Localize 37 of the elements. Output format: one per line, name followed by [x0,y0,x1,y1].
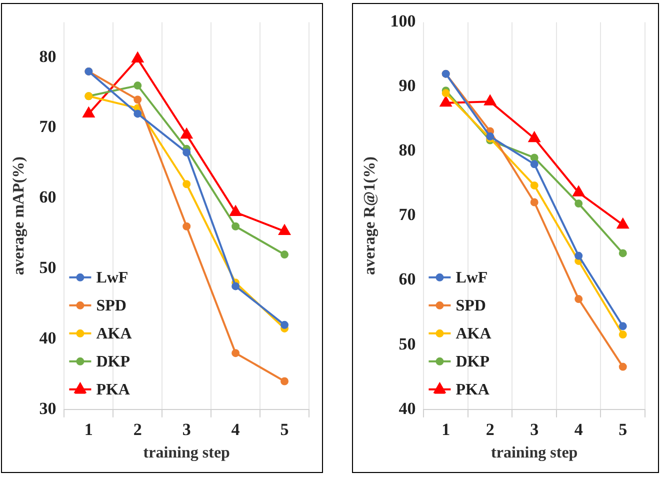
x-tick-label: 4 [574,420,584,439]
y-tick-label: 80 [39,46,56,66]
x-tick-label: 5 [618,420,628,439]
x-tick-label: 1 [84,420,93,439]
x-axis-title: training step [491,444,578,462]
y-tick-label: 30 [39,398,56,418]
y-tick-label: 50 [39,258,56,277]
x-tick-label: 2 [486,420,494,439]
y-axis-title: average mAP(%) [10,156,28,276]
legend-label: DKP [96,354,130,371]
y-axis-title: average R@1(%) [362,156,379,276]
y-tick-label: 100 [390,12,416,31]
x-tick-label: 3 [182,420,191,439]
x-tick-label: 4 [231,420,240,439]
x-axis-title: training step [143,444,230,462]
x-tick-label: 5 [280,420,289,439]
y-tick-label: 70 [39,117,56,136]
legend-label: DKP [456,354,490,371]
legend-label: AKA [96,326,132,343]
legend-label: AKA [456,326,492,343]
y-tick-label: 60 [398,270,416,289]
y-tick-label: 80 [398,140,416,160]
y-tick-label: 40 [398,398,416,418]
legend-label: LwF [456,270,488,287]
legend-label: SPD [96,298,126,315]
legend-label: PKA [456,382,490,399]
y-tick-label: 40 [39,328,56,348]
x-tick-label: 1 [442,420,450,439]
y-tick-label: 70 [398,205,416,224]
y-tick-label: 50 [398,334,416,354]
legend-label: LwF [96,270,128,287]
x-tick-label: 3 [530,420,539,439]
y-tick-label: 90 [398,76,416,96]
legend-label: PKA [96,382,130,399]
legend-label: SPD [456,298,486,315]
x-tick-label: 2 [133,420,142,439]
y-tick-label: 60 [39,188,56,207]
